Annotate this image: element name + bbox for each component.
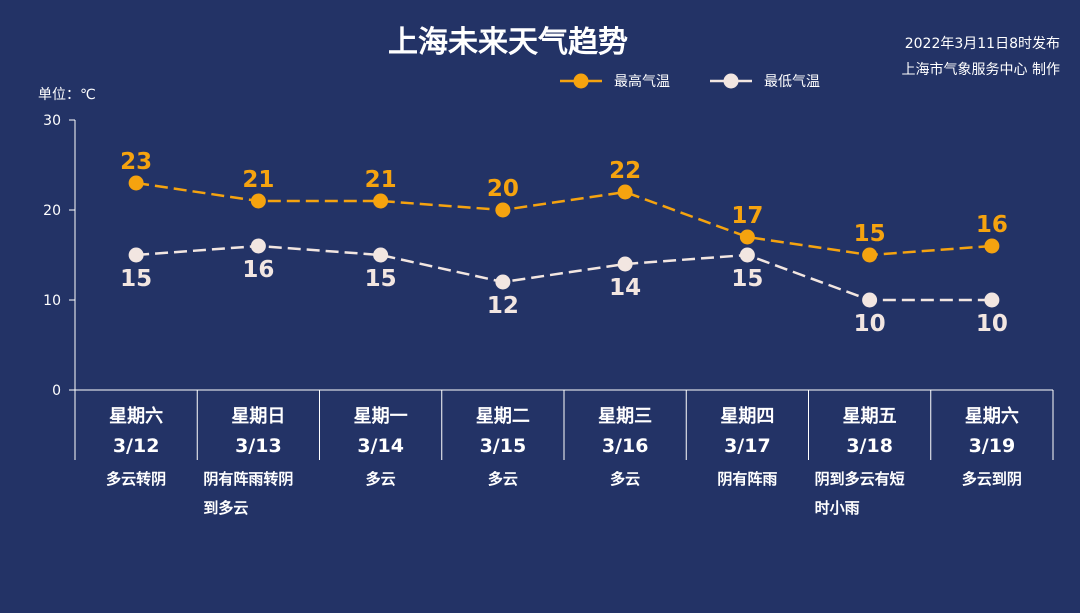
low-temp-point: [984, 292, 1000, 308]
legend-marker-high-icon: [573, 73, 589, 89]
producer-credit: 上海市气象服务中心 制作: [902, 61, 1060, 78]
category-group: 星期二 3/15 多云: [476, 406, 530, 488]
low-temp-value-label: 15: [120, 266, 152, 292]
low-temp-value-label: 15: [365, 266, 397, 292]
weather-description: 到多云: [203, 499, 248, 517]
unit-label: 单位：℃: [38, 87, 96, 103]
high-temp-point: [984, 238, 1000, 254]
low-temp-point: [739, 247, 755, 263]
low-temp-line: [136, 244, 992, 302]
low-temp-value-label: 12: [487, 293, 519, 319]
low-temp-point: [617, 256, 633, 272]
high-temp-value-label: 20: [487, 176, 519, 202]
legend-marker-low-icon: [723, 73, 739, 89]
weather-description: 多云: [610, 470, 640, 488]
low-temp-point: [373, 247, 389, 263]
high-temp-value-label: 16: [976, 212, 1008, 238]
y-axis-ticks: 0 10 20 30: [43, 113, 75, 399]
series-data-labels: 23 21 21 20 22 17 15 16 15 16 15 12 14 15 10 10: [120, 149, 1008, 337]
publish-time: 2022年3月11日8时发布: [905, 36, 1060, 52]
low-temp-value-label: 15: [731, 266, 763, 292]
high-temp-point: [862, 247, 878, 263]
high-temp-value-label: 21: [365, 167, 397, 193]
high-temp-value-label: 17: [731, 203, 763, 229]
date-label: 3/15: [480, 435, 527, 457]
legend-item-high: 最高气温: [560, 73, 670, 90]
chart-title: 上海未来天气趋势: [388, 25, 628, 60]
y-tick-label: 30: [43, 113, 61, 129]
high-temp-point: [739, 229, 755, 245]
high-temp-point: [373, 193, 389, 209]
high-temp-point: [128, 175, 144, 191]
weather-description: 阴有阵雨: [717, 470, 777, 488]
weekday-label: 星期一: [354, 406, 408, 427]
high-temp-value-label: 22: [609, 158, 641, 184]
date-label: 3/12: [113, 435, 160, 457]
date-label: 3/19: [969, 435, 1016, 457]
date-label: 3/18: [846, 435, 893, 457]
high-temp-value-label: 21: [242, 167, 274, 193]
date-label: 3/17: [724, 435, 771, 457]
legend-item-low: 最低气温: [710, 73, 820, 90]
legend: 最高气温 最低气温: [560, 73, 820, 90]
low-temp-point: [862, 292, 878, 308]
low-temp-value-label: 10: [976, 311, 1008, 337]
date-label: 3/14: [357, 435, 404, 457]
weather-description: 多云: [488, 470, 518, 488]
legend-label-high: 最高气温: [614, 73, 670, 90]
high-temp-value-label: 15: [854, 221, 886, 247]
weekday-label: 星期日: [231, 406, 285, 427]
y-tick-label: 20: [43, 203, 61, 219]
series-points: [128, 175, 1000, 308]
weekday-label: 星期六: [109, 405, 163, 427]
low-temp-value-label: 10: [854, 311, 886, 337]
high-temp-value-label: 23: [120, 149, 152, 175]
high-temp-point: [495, 202, 511, 218]
y-tick-label: 10: [43, 293, 61, 309]
high-temp-point: [250, 193, 266, 209]
weekday-label: 星期五: [843, 406, 897, 427]
low-temp-point: [250, 238, 266, 254]
low-temp-value-label: 14: [609, 275, 641, 301]
low-temp-point: [495, 274, 511, 290]
weather-description: 阴有阵雨转阴: [203, 470, 293, 488]
category-group: 星期一 3/14 多云: [354, 406, 408, 488]
low-temp-value-label: 16: [242, 257, 274, 283]
weekday-label: 星期六: [965, 405, 1019, 427]
weekday-label: 星期二: [476, 406, 530, 427]
legend-label-low: 最低气温: [764, 74, 820, 90]
weather-description: 多云: [366, 470, 396, 488]
weekday-label: 星期四: [720, 406, 774, 427]
weather-description: 时小雨: [815, 499, 860, 517]
high-temp-line: [135, 181, 992, 257]
weather-description: 多云转阴: [106, 470, 166, 488]
weather-description: 多云到阴: [962, 470, 1022, 488]
weather-description: 阴到多云有短: [815, 470, 905, 488]
high-temp-point: [617, 184, 633, 200]
category-group: 星期六 3/19 多云到阴: [962, 405, 1022, 488]
category-separators: [196, 390, 1054, 460]
series-lines: [135, 181, 992, 302]
weekday-label: 星期三: [598, 406, 652, 427]
date-label: 3/16: [602, 435, 649, 457]
low-temp-point: [128, 247, 144, 263]
category-group: 星期四 3/17 阴有阵雨: [717, 406, 777, 488]
category-group: 星期三 3/16 多云: [598, 406, 652, 488]
y-tick-label: 0: [52, 383, 61, 399]
category-group: 星期六 3/12 多云转阴: [106, 405, 166, 488]
date-label: 3/13: [235, 435, 282, 457]
